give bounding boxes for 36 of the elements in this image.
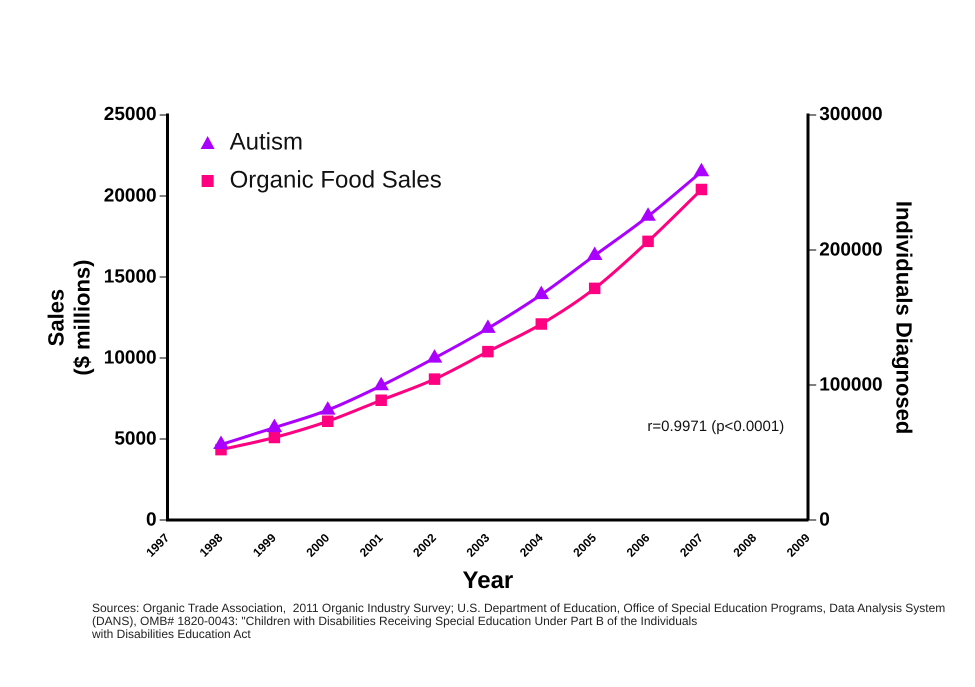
annotation: r=0.9971 (p<0.0001) bbox=[647, 418, 784, 436]
y-tick-label: 25000 bbox=[104, 104, 157, 126]
point bbox=[428, 350, 442, 363]
point bbox=[536, 318, 548, 330]
point bbox=[428, 373, 440, 385]
point bbox=[588, 248, 602, 260]
y2-tick-label: 0 bbox=[819, 509, 830, 530]
point bbox=[322, 416, 334, 428]
legend-label: Autism bbox=[230, 128, 303, 156]
point bbox=[588, 282, 600, 294]
y-tick-label: 15000 bbox=[104, 266, 157, 288]
y-tick-label: 10000 bbox=[104, 347, 157, 368]
point bbox=[268, 420, 282, 432]
y2-tick-label: 200000 bbox=[819, 239, 883, 260]
point bbox=[642, 236, 654, 248]
y2-axis-title: Individuals Diagnosed bbox=[892, 200, 917, 434]
point bbox=[268, 432, 280, 444]
source-note: Sources: Organic Trade Association, 2011 Organic Industry Survey; U.S. Department of Education, Office of Special Education Programs, Data Analysis System (DANS), OMB# 1820-0043: "Children with Disabilities Receiving Special Education Under Part B of the Individuals with Disabilities Education Act bbox=[92, 601, 946, 641]
point bbox=[482, 346, 494, 358]
point bbox=[696, 184, 708, 196]
y-axis-title: Sales ($ millions) bbox=[43, 260, 95, 376]
y-tick-label: 20000 bbox=[104, 185, 157, 206]
point bbox=[321, 402, 334, 415]
point bbox=[481, 320, 495, 333]
point bbox=[214, 437, 228, 450]
y2-tick-label: 100000 bbox=[819, 374, 883, 396]
legend-label: Organic Food Sales bbox=[230, 166, 442, 194]
point bbox=[375, 394, 387, 406]
point bbox=[694, 164, 708, 176]
x-axis-title: Year bbox=[462, 567, 514, 594]
point bbox=[641, 208, 655, 221]
y-tick-label: 5000 bbox=[114, 428, 157, 450]
y-tick-label: 0 bbox=[146, 509, 157, 530]
point bbox=[534, 287, 548, 300]
point bbox=[374, 378, 388, 390]
y2-tick-label: 300000 bbox=[819, 104, 883, 126]
